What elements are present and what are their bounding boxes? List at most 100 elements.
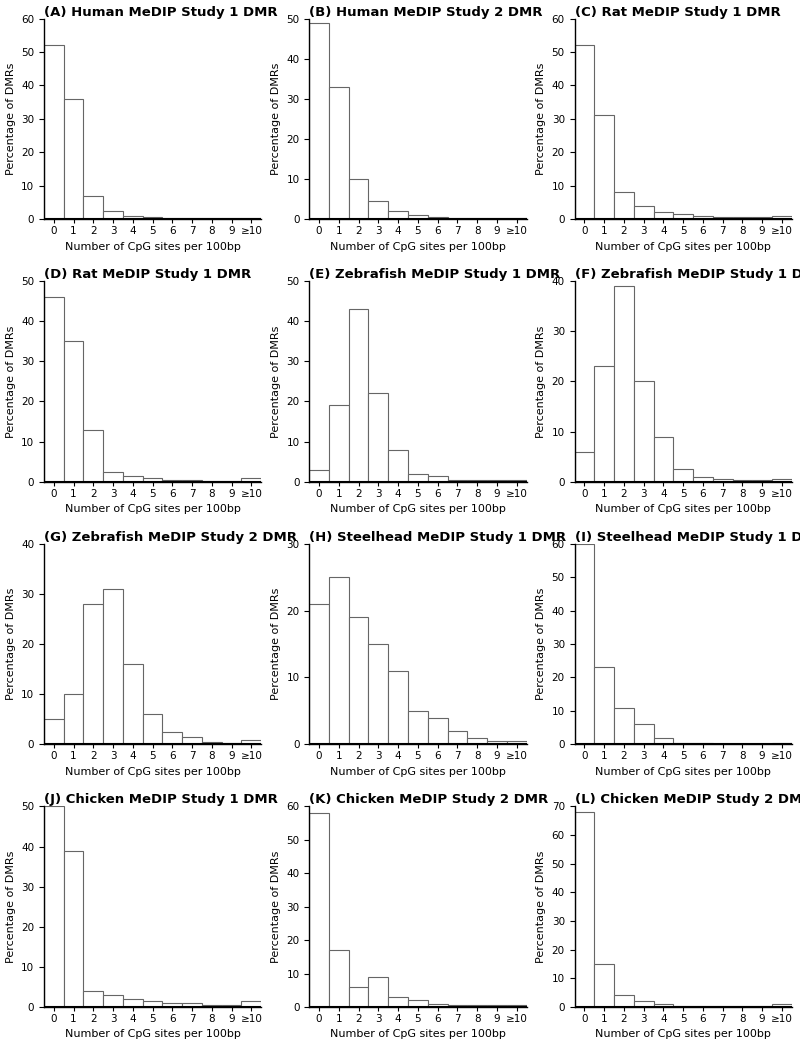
Bar — [594, 963, 614, 1007]
Bar — [310, 813, 329, 1007]
Bar — [142, 1001, 162, 1007]
Bar — [64, 694, 83, 744]
Bar — [614, 996, 634, 1007]
Bar — [487, 481, 506, 482]
Y-axis label: Percentage of DMRs: Percentage of DMRs — [271, 588, 281, 700]
Bar — [44, 719, 64, 744]
Bar — [83, 429, 103, 482]
X-axis label: Number of CpG sites per 100bp: Number of CpG sites per 100bp — [65, 241, 241, 252]
Bar — [506, 1005, 526, 1007]
Bar — [674, 743, 693, 744]
Text: (L) Chicken MeDIP Study 2 DMR: (L) Chicken MeDIP Study 2 DMR — [574, 793, 800, 807]
Text: (A) Human MeDIP Study 1 DMR: (A) Human MeDIP Study 1 DMR — [44, 5, 278, 19]
Bar — [574, 45, 594, 219]
Bar — [506, 741, 526, 744]
Y-axis label: Percentage of DMRs: Percentage of DMRs — [536, 63, 546, 175]
Bar — [614, 707, 634, 744]
Bar — [142, 714, 162, 744]
Bar — [310, 23, 329, 219]
Bar — [752, 480, 772, 482]
Bar — [634, 206, 654, 219]
Bar — [428, 475, 447, 482]
Bar — [772, 480, 792, 482]
Bar — [772, 1004, 792, 1007]
Text: (E) Zebrafish MeDIP Study 1 DMR: (E) Zebrafish MeDIP Study 1 DMR — [310, 269, 561, 281]
Bar — [447, 480, 467, 482]
Bar — [408, 711, 428, 744]
Bar — [408, 215, 428, 219]
Bar — [447, 730, 467, 744]
Bar — [388, 211, 408, 219]
Y-axis label: Percentage of DMRs: Percentage of DMRs — [6, 851, 15, 962]
Bar — [733, 480, 752, 482]
Bar — [369, 977, 388, 1007]
Bar — [222, 1005, 242, 1007]
X-axis label: Number of CpG sites per 100bp: Number of CpG sites per 100bp — [330, 504, 506, 514]
Bar — [202, 1005, 222, 1007]
Y-axis label: Percentage of DMRs: Percentage of DMRs — [536, 588, 546, 700]
Bar — [142, 217, 162, 219]
Y-axis label: Percentage of DMRs: Percentage of DMRs — [6, 325, 15, 438]
Bar — [506, 480, 526, 482]
Bar — [103, 995, 123, 1007]
Bar — [467, 1005, 487, 1007]
Bar — [674, 214, 693, 219]
Bar — [369, 201, 388, 219]
Bar — [44, 45, 64, 219]
Bar — [162, 480, 182, 482]
Bar — [506, 217, 526, 219]
X-axis label: Number of CpG sites per 100bp: Number of CpG sites per 100bp — [330, 241, 506, 252]
Bar — [594, 668, 614, 744]
Bar — [447, 1005, 467, 1007]
Bar — [83, 991, 103, 1007]
Bar — [64, 851, 83, 1007]
X-axis label: Number of CpG sites per 100bp: Number of CpG sites per 100bp — [595, 767, 771, 776]
Bar — [123, 215, 142, 219]
Bar — [634, 1001, 654, 1007]
Bar — [182, 737, 202, 744]
Bar — [182, 481, 202, 482]
Bar — [428, 1003, 447, 1007]
Bar — [369, 394, 388, 482]
Bar — [654, 212, 674, 219]
Bar — [693, 477, 713, 482]
Bar — [447, 217, 467, 219]
X-axis label: Number of CpG sites per 100bp: Number of CpG sites per 100bp — [595, 504, 771, 514]
Bar — [44, 297, 64, 482]
Bar — [123, 999, 142, 1007]
Bar — [329, 87, 349, 219]
Bar — [103, 589, 123, 744]
Bar — [487, 1005, 506, 1007]
Bar — [654, 1004, 674, 1007]
Bar — [64, 342, 83, 482]
Bar — [349, 309, 369, 482]
Bar — [713, 217, 733, 219]
Bar — [408, 473, 428, 482]
Bar — [349, 179, 369, 219]
Bar — [693, 215, 713, 219]
Bar — [329, 577, 349, 744]
Bar — [574, 812, 594, 1007]
Bar — [162, 732, 182, 744]
Bar — [222, 743, 242, 744]
Bar — [594, 115, 614, 219]
Bar — [182, 1003, 202, 1007]
Bar — [713, 480, 733, 482]
Bar — [388, 997, 408, 1007]
X-axis label: Number of CpG sites per 100bp: Number of CpG sites per 100bp — [65, 767, 241, 776]
X-axis label: Number of CpG sites per 100bp: Number of CpG sites per 100bp — [330, 1029, 506, 1040]
Bar — [634, 724, 654, 744]
Bar — [162, 1003, 182, 1007]
Bar — [634, 381, 654, 482]
Bar — [594, 367, 614, 482]
Text: (K) Chicken MeDIP Study 2 DMR: (K) Chicken MeDIP Study 2 DMR — [310, 793, 549, 807]
Y-axis label: Percentage of DMRs: Percentage of DMRs — [271, 325, 281, 438]
Text: (D) Rat MeDIP Study 1 DMR: (D) Rat MeDIP Study 1 DMR — [44, 269, 251, 281]
Bar — [674, 1005, 693, 1007]
Text: (G) Zebrafish MeDIP Study 2 DMR: (G) Zebrafish MeDIP Study 2 DMR — [44, 531, 297, 543]
X-axis label: Number of CpG sites per 100bp: Number of CpG sites per 100bp — [65, 1029, 241, 1040]
Y-axis label: Percentage of DMRs: Percentage of DMRs — [6, 588, 15, 700]
Text: (F) Zebrafish MeDIP Study 1 DMR: (F) Zebrafish MeDIP Study 1 DMR — [574, 269, 800, 281]
X-axis label: Number of CpG sites per 100bp: Number of CpG sites per 100bp — [65, 504, 241, 514]
Y-axis label: Percentage of DMRs: Percentage of DMRs — [536, 325, 546, 438]
